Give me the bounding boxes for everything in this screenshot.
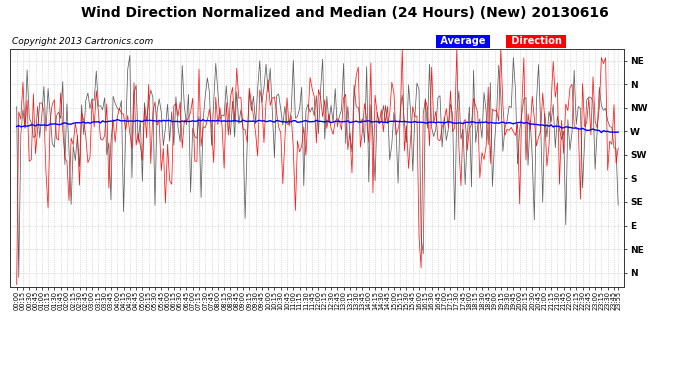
- Text: Average: Average: [437, 36, 489, 46]
- Text: Wind Direction Normalized and Median (24 Hours) (New) 20130616: Wind Direction Normalized and Median (24…: [81, 6, 609, 20]
- Text: Copyright 2013 Cartronics.com: Copyright 2013 Cartronics.com: [12, 38, 152, 46]
- Text: Direction: Direction: [508, 36, 565, 46]
